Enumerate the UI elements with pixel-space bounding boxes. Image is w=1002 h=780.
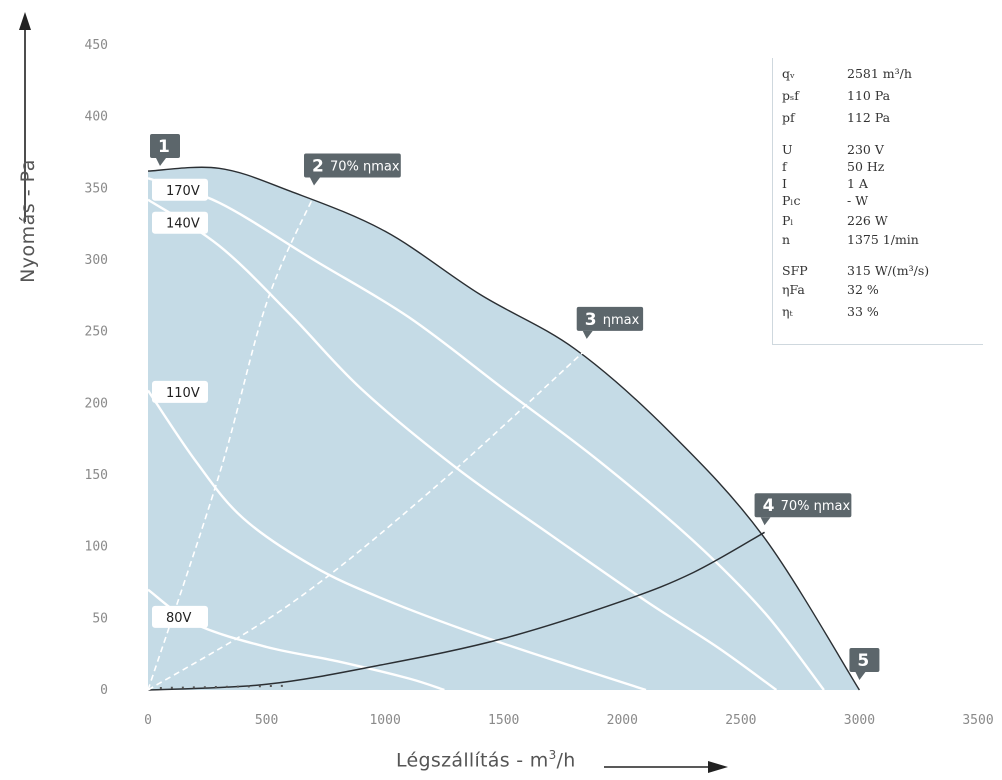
marker-pointer [760, 517, 771, 526]
voltage-label-box [152, 178, 208, 201]
info-key: pf [782, 110, 795, 125]
voltage-label-box [152, 211, 208, 234]
marker-text: 70% ηmax [330, 160, 400, 175]
operating-point-markers: 1 2 70% ηmax 3 ηmax 4 70% ηmax 5 [150, 134, 880, 680]
marker-pointer [310, 177, 320, 186]
info-key: SFP [782, 263, 808, 278]
info-value: 110 Pa [847, 88, 891, 103]
marker-box [849, 648, 880, 672]
curve-system-system [147, 531, 765, 691]
info-row: ηFa 32 % [773, 282, 983, 299]
x-tick-label: 3500 [962, 713, 993, 728]
y-axis-label: Nyomás - Pa [17, 159, 39, 283]
y-axis-arrowhead [19, 12, 31, 30]
info-value: 226 W [847, 213, 888, 228]
voltage-label: 80V [166, 611, 192, 626]
operating-area-fill [148, 167, 860, 690]
info-value: 50 Hz [847, 159, 885, 174]
operating-area [147, 166, 860, 691]
axis-ticks: 0 50 100 150 200 250 300 350 400 450 0 500 1000 1500 2… [85, 38, 994, 728]
y-tick-label: 150 [85, 468, 108, 483]
info-value: 230 V [847, 142, 884, 157]
info-key: n [782, 232, 791, 247]
info-row: f 50 Hz [773, 159, 983, 176]
info-row: Pₗc - W [773, 193, 983, 210]
info-value: - W [847, 193, 869, 208]
y-tick-label: 50 [92, 611, 108, 626]
marker-number: 4 [763, 496, 775, 516]
x-axis-label-sup: 3 [548, 748, 557, 762]
envelope-curve [147, 166, 860, 691]
info-key: I [782, 176, 787, 191]
info-row: n 1375 1/min [773, 232, 983, 249]
operating-point-info-table: qᵥ 2581 m³/h pₛf 110 Pa pf 112 Pa U 230 V f 50 Hz… [772, 58, 983, 345]
info-row: SFP 315 W/(m³/s) [773, 263, 983, 280]
x-tick-label: 1000 [369, 713, 400, 728]
x-axis-arrowhead [708, 761, 728, 773]
marker-pointer [582, 330, 593, 339]
x-axis-label-tail: /h [556, 749, 576, 772]
marker-number: 2 [312, 157, 324, 177]
voltage-label: 110V [166, 386, 200, 401]
marker-box [304, 153, 401, 178]
x-tick-label: 2000 [607, 713, 638, 728]
marker-number: 5 [857, 651, 869, 671]
marker-pointer [156, 158, 166, 166]
y-tick-label: 450 [85, 38, 108, 53]
info-row: Pₗ 226 W [773, 213, 983, 230]
x-tick-label: 2500 [725, 713, 756, 728]
x-axis-label-text: Légszállítás - m [396, 749, 549, 772]
info-value: 1375 1/min [847, 232, 919, 247]
curve-speed-110v [147, 389, 647, 692]
info-row: I 1 A [773, 176, 983, 193]
info-key: ηFa [782, 282, 805, 297]
x-tick-label: 1500 [488, 713, 519, 728]
voltage-label: 170V [166, 184, 200, 199]
y-tick-label: 400 [85, 110, 108, 125]
curve-speed-170v [147, 177, 825, 691]
voltage-labels: 170V 140V 110V 80V [152, 178, 208, 628]
info-row: U 230 V [773, 142, 983, 159]
info-key: ηₜ [782, 304, 793, 319]
info-key: pₛf [782, 88, 799, 103]
voltage-label-box [152, 605, 208, 628]
y-tick-label: 0 [100, 683, 108, 698]
info-value: 112 Pa [847, 110, 891, 125]
info-row: qᵥ 2581 m³/h [773, 66, 983, 83]
y-tick-label: 350 [85, 181, 108, 196]
y-tick-label: 200 [85, 396, 108, 411]
marker-pointer [855, 672, 866, 680]
y-tick-label: 300 [85, 253, 108, 268]
marker-box [754, 493, 852, 518]
voltage-label-box [152, 380, 208, 403]
info-key: f [782, 159, 787, 174]
curve-efficiency-3-max [147, 348, 588, 691]
info-value: 1 A [847, 176, 868, 191]
info-row: pf 112 Pa [773, 110, 983, 127]
marker-box [150, 134, 180, 158]
info-value: 315 W/(m³/s) [847, 263, 930, 278]
info-value: 32 % [847, 282, 879, 297]
x-tick-label: 0 [144, 713, 152, 728]
y-tick-label: 100 [85, 540, 108, 555]
info-row: pₛf 110 Pa [773, 88, 983, 105]
info-key: Pₗc [782, 193, 801, 208]
voltage-label: 140V [166, 217, 200, 232]
info-row: ηₜ 33 % [773, 304, 983, 321]
marker-text: 70% ηmax [781, 499, 851, 514]
x-tick-label: 3000 [844, 713, 875, 728]
info-key: Pₗ [782, 213, 794, 228]
x-axis-label: Légszállítás - m3/h [396, 748, 576, 771]
info-value: 33 % [847, 304, 879, 319]
marker-number: 1 [158, 137, 170, 157]
info-value: 2581 m³/h [847, 66, 912, 81]
info-key: U [782, 142, 793, 157]
y-tick-label: 250 [85, 325, 108, 340]
marker-box [576, 306, 644, 331]
info-key: qᵥ [782, 66, 795, 81]
marker-number: 3 [585, 310, 597, 330]
x-tick-label: 500 [255, 713, 278, 728]
marker-text: ηmax [603, 313, 640, 328]
